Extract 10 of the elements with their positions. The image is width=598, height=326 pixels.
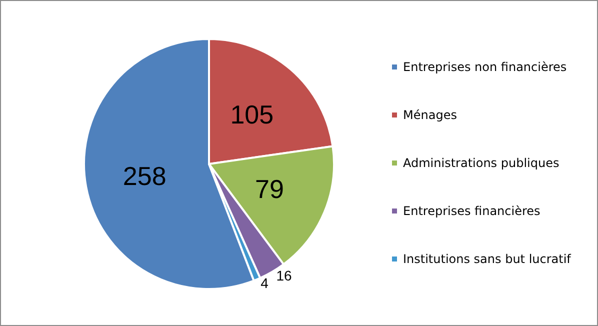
legend-label: Administrations publiques [403, 156, 560, 170]
data-label: 79 [255, 174, 284, 204]
data-label: 16 [276, 267, 292, 284]
data-label: 4 [260, 275, 269, 292]
data-label: 258 [122, 160, 166, 191]
data-label: 105 [230, 100, 274, 130]
legend-label: Entreprises financières [403, 204, 540, 218]
legend-label: Entreprises non financières [403, 60, 567, 74]
legend-label: Ménages [403, 108, 457, 122]
legend-label: Institutions sans but lucratif [403, 252, 572, 266]
